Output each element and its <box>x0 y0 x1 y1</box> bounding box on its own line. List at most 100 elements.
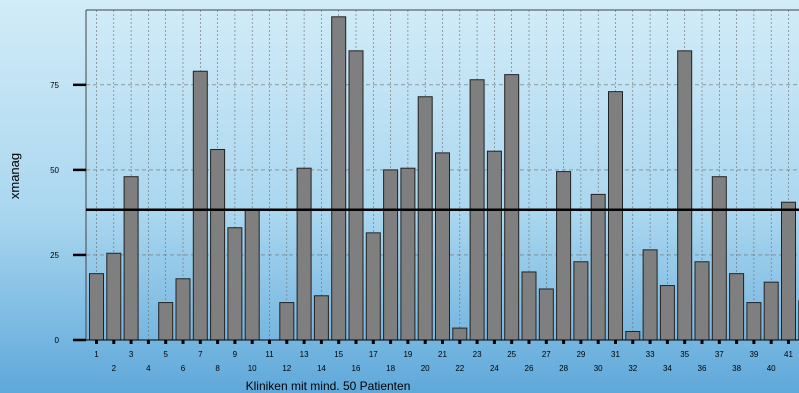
x-tick-label: 25 <box>507 350 516 359</box>
bar <box>123 176 139 341</box>
x-tick-label: 7 <box>198 350 203 359</box>
x-tick-label: 30 <box>594 364 603 373</box>
x-ticks: 1234567891011121314151617181920212223242… <box>94 340 793 373</box>
bar <box>435 152 450 341</box>
x-tick-mark <box>406 340 410 344</box>
bar <box>763 281 779 341</box>
x-tick-mark <box>579 340 583 344</box>
x-tick-mark <box>665 340 669 344</box>
bar <box>210 148 226 341</box>
bar <box>417 96 433 341</box>
x-tick-mark <box>129 340 133 344</box>
y-ticks: 0 25 50 75 <box>50 81 86 345</box>
x-tick-label: 23 <box>473 350 482 359</box>
bar <box>365 232 381 341</box>
bar <box>711 176 727 341</box>
x-tick-label: 38 <box>732 364 741 373</box>
bar <box>556 171 572 341</box>
x-tick-label: 33 <box>646 350 655 359</box>
x-tick-label: 24 <box>490 364 499 373</box>
bar <box>573 261 589 341</box>
bar <box>642 249 658 341</box>
x-tick-label: 15 <box>334 350 343 359</box>
bar <box>106 252 122 341</box>
bar <box>175 278 191 341</box>
x-tick-label: 26 <box>525 364 534 373</box>
bar <box>625 330 641 341</box>
x-tick-mark <box>648 340 652 344</box>
x-tick-label: 9 <box>233 350 238 359</box>
x-tick-label: 36 <box>698 364 707 373</box>
bar <box>452 327 468 341</box>
x-tick-label: 22 <box>455 364 464 373</box>
x-tick-mark <box>752 340 756 344</box>
bar <box>486 150 502 341</box>
x-tick-label: 37 <box>715 350 724 359</box>
x-tick-label: 12 <box>282 364 291 373</box>
x-tick-label: 35 <box>680 350 689 359</box>
x-tick-mark <box>181 340 185 344</box>
x-tick-mark <box>787 340 790 344</box>
bar <box>89 273 104 341</box>
x-tick-label: 27 <box>542 350 551 359</box>
bar <box>331 16 347 341</box>
bar <box>781 201 796 341</box>
x-tick-label: 21 <box>438 350 447 359</box>
x-tick-label: 41 <box>784 350 793 359</box>
bar <box>608 91 623 341</box>
y-tick-label: 25 <box>50 251 59 260</box>
x-tick-mark <box>614 340 617 344</box>
x-tick-mark <box>562 340 566 344</box>
bar <box>192 70 208 341</box>
x-tick-mark <box>95 340 98 344</box>
x-tick-label: 8 <box>215 364 220 373</box>
x-tick-mark <box>458 340 462 344</box>
x-tick-label: 10 <box>248 364 257 373</box>
x-tick-mark <box>475 340 479 344</box>
bar <box>521 271 537 341</box>
bar <box>348 50 364 341</box>
x-tick-label: 31 <box>611 350 620 359</box>
x-tick-mark <box>164 340 168 344</box>
x-tick-mark <box>216 340 220 344</box>
x-tick-label: 40 <box>767 364 776 373</box>
x-tick-label: 39 <box>749 350 758 359</box>
x-tick-mark <box>337 340 341 344</box>
x-tick-mark <box>423 340 427 344</box>
x-tick-mark <box>285 340 289 344</box>
x-tick-label: 34 <box>663 364 672 373</box>
x-tick-label: 29 <box>576 350 585 359</box>
x-tick-mark <box>319 340 323 344</box>
bar <box>677 50 693 341</box>
x-tick-mark <box>700 340 704 344</box>
bar <box>729 273 745 341</box>
x-tick-mark <box>544 340 548 344</box>
y-tick-label: 75 <box>50 81 59 90</box>
bar <box>296 167 312 341</box>
x-tick-mark <box>146 340 150 344</box>
x-tick-mark <box>683 340 687 344</box>
x-tick-mark <box>596 340 600 344</box>
y-tick-label: 50 <box>50 166 59 175</box>
bar <box>746 302 762 341</box>
x-tick-label: 32 <box>628 364 637 373</box>
x-tick-mark <box>250 340 254 344</box>
bar <box>400 167 416 341</box>
x-tick-mark <box>268 340 271 344</box>
x-tick-label: 4 <box>146 364 151 373</box>
bar <box>590 193 606 341</box>
bar <box>244 209 260 341</box>
x-tick-label: 3 <box>129 350 134 359</box>
x-tick-label: 28 <box>559 364 568 373</box>
bar <box>227 227 243 341</box>
x-tick-mark <box>631 340 635 344</box>
x-tick-mark <box>354 340 358 344</box>
bar <box>659 285 675 341</box>
x-tick-label: 11 <box>265 350 274 359</box>
x-tick-mark <box>302 340 306 344</box>
x-tick-mark <box>527 340 531 344</box>
x-tick-mark <box>492 340 496 344</box>
x-tick-label: 13 <box>300 350 309 359</box>
x-tick-label: 6 <box>181 364 186 373</box>
x-tick-label: 17 <box>369 350 378 359</box>
